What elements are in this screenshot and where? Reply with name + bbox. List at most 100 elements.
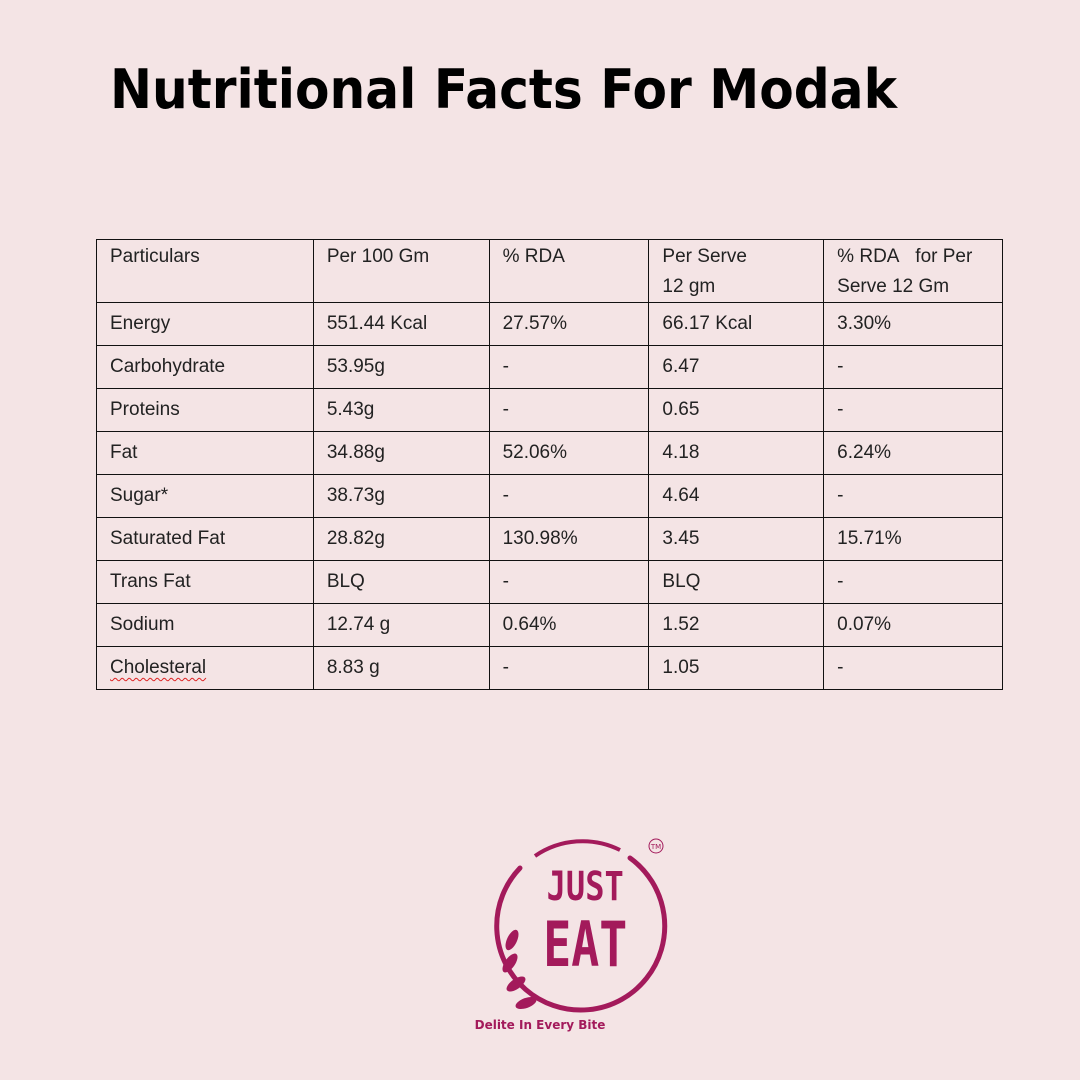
cell-text: 15.71% bbox=[837, 528, 902, 549]
table-cell: 15.71% bbox=[823, 517, 1003, 561]
table-cell: - bbox=[488, 474, 650, 518]
table-cell: Energy bbox=[96, 302, 314, 346]
cell-text: 8.83 g bbox=[326, 657, 380, 678]
just-eat-logo: JUST EAT TM bbox=[494, 838, 668, 1013]
cell-text: 66.17 Kcal bbox=[662, 313, 753, 334]
cell-text: 6.47 bbox=[662, 356, 700, 377]
table-cell: Sugar* bbox=[96, 474, 314, 518]
cell-text: Saturated Fat bbox=[110, 528, 226, 549]
table-row: Sodium 12.74 g 0.64% 1.52 0.07% bbox=[96, 603, 1003, 647]
table-row: Cholesteral 8.83 g - 1.05 - bbox=[96, 646, 1003, 690]
table-cell: 3.30% bbox=[823, 302, 1003, 346]
cell-text: - bbox=[502, 657, 509, 678]
table-cell: Carbohydrate bbox=[96, 345, 314, 389]
table-row: Carbohydrate 53.95g - 6.47 - bbox=[96, 345, 1003, 389]
table-cell: 0.07% bbox=[823, 603, 1003, 647]
table-cell: 3.45 bbox=[648, 517, 825, 561]
table-row: Trans Fat BLQ - BLQ - bbox=[96, 560, 1003, 604]
cell-text: Energy bbox=[110, 313, 171, 334]
leaf-icon bbox=[502, 929, 537, 1010]
table-cell: 66.17 Kcal bbox=[648, 302, 825, 346]
nutrition-table: Particulars Per 100 Gm % RDA Per Serve 12… bbox=[96, 239, 1003, 690]
cell-text: 53.95g bbox=[326, 356, 385, 377]
cell-text: - bbox=[837, 356, 844, 377]
table-cell: - bbox=[823, 560, 1003, 604]
cell-text: 6.24% bbox=[837, 442, 892, 463]
table-header-row: Particulars Per 100 Gm % RDA Per Serve 12… bbox=[96, 239, 1003, 303]
table-row: Fat 34.88g 52.06% 4.18 6.24% bbox=[96, 431, 1003, 475]
cell-text: 1.05 bbox=[662, 657, 700, 678]
cell-text: Sugar* bbox=[110, 485, 169, 506]
table-cell: 4.18 bbox=[648, 431, 825, 475]
table-row: Proteins 5.43g - 0.65 - bbox=[96, 388, 1003, 432]
table-cell: 551.44 Kcal bbox=[312, 302, 490, 346]
cell-text: - bbox=[502, 399, 509, 420]
table-cell: 1.52 bbox=[648, 603, 825, 647]
table-cell: 53.95g bbox=[312, 345, 490, 389]
table-cell: Cholesteral bbox=[96, 646, 314, 690]
table-cell: Trans Fat bbox=[96, 560, 314, 604]
cell-text: 38.73g bbox=[326, 485, 385, 506]
logo-line1: JUST bbox=[547, 862, 624, 909]
table-cell: 5.43g bbox=[312, 388, 490, 432]
cell-text: Proteins bbox=[110, 399, 180, 420]
table-cell: 0.65 bbox=[648, 388, 825, 432]
cell-text: Carbohydrate bbox=[110, 356, 226, 377]
table-cell: 52.06% bbox=[488, 431, 650, 475]
cell-text: - bbox=[502, 571, 509, 592]
table-cell: - bbox=[488, 388, 650, 432]
cell-text: - bbox=[837, 571, 844, 592]
cell-text: 1.52 bbox=[662, 614, 700, 635]
table-cell: 6.24% bbox=[823, 431, 1003, 475]
table-cell: BLQ bbox=[648, 560, 825, 604]
table-cell: 12.74 g bbox=[312, 603, 490, 647]
cell-text: BLQ bbox=[326, 571, 365, 592]
cell-text: 0.65 bbox=[662, 399, 700, 420]
logo-tagline: Delite In Every Bite bbox=[474, 1018, 606, 1032]
cell-text: 5.43g bbox=[326, 399, 375, 420]
header-cell: Per 100 Gm bbox=[312, 239, 490, 303]
header-cell: % RDA for Per Serve 12 Gm bbox=[823, 239, 1003, 303]
cell-text: 3.30% bbox=[837, 313, 892, 334]
table-cell: - bbox=[488, 646, 650, 690]
logo-line2: EAT bbox=[543, 908, 627, 980]
table-cell: - bbox=[823, 646, 1003, 690]
cell-text: 551.44 Kcal bbox=[326, 313, 428, 334]
table-cell: Proteins bbox=[96, 388, 314, 432]
table-cell: - bbox=[488, 560, 650, 604]
cell-text: - bbox=[502, 356, 509, 377]
cell-text: 28.82g bbox=[326, 528, 385, 549]
table-cell: 6.47 bbox=[648, 345, 825, 389]
table-cell: - bbox=[823, 474, 1003, 518]
header-cell: Particulars bbox=[96, 239, 314, 303]
table-cell: - bbox=[823, 388, 1003, 432]
cell-text: Sodium bbox=[110, 614, 175, 635]
table-cell: 130.98% bbox=[488, 517, 650, 561]
cell-text: 3.45 bbox=[662, 528, 700, 549]
trademark-icon: TM bbox=[650, 843, 661, 851]
cell-text: Fat bbox=[110, 442, 138, 463]
table-cell: 28.82g bbox=[312, 517, 490, 561]
table-row: Sugar* 38.73g - 4.64 - bbox=[96, 474, 1003, 518]
cell-text: - bbox=[837, 485, 844, 506]
cell-text: - bbox=[837, 399, 844, 420]
table-cell: 1.05 bbox=[648, 646, 825, 690]
cell-text: Cholesteral bbox=[110, 657, 207, 678]
cell-text: Trans Fat bbox=[110, 571, 191, 592]
table-cell: Fat bbox=[96, 431, 314, 475]
cell-text: 12.74 g bbox=[326, 614, 391, 635]
page-title: Nutritional Facts For Modak bbox=[110, 58, 897, 121]
cell-text: 27.57% bbox=[502, 313, 568, 334]
cell-text: - bbox=[502, 485, 509, 506]
cell-text: BLQ bbox=[662, 571, 701, 592]
cell-text: 52.06% bbox=[502, 442, 568, 463]
cell-text: 4.64 bbox=[662, 485, 700, 506]
header-cell: Per Serve 12 gm bbox=[648, 239, 825, 303]
table-cell: Saturated Fat bbox=[96, 517, 314, 561]
cell-text: 130.98% bbox=[502, 528, 578, 549]
table-cell: 0.64% bbox=[488, 603, 650, 647]
table-cell: 27.57% bbox=[488, 302, 650, 346]
table-row: Energy 551.44 Kcal 27.57% 66.17 Kcal 3.30% bbox=[96, 302, 1003, 346]
table-cell: 38.73g bbox=[312, 474, 490, 518]
table-cell: BLQ bbox=[312, 560, 490, 604]
